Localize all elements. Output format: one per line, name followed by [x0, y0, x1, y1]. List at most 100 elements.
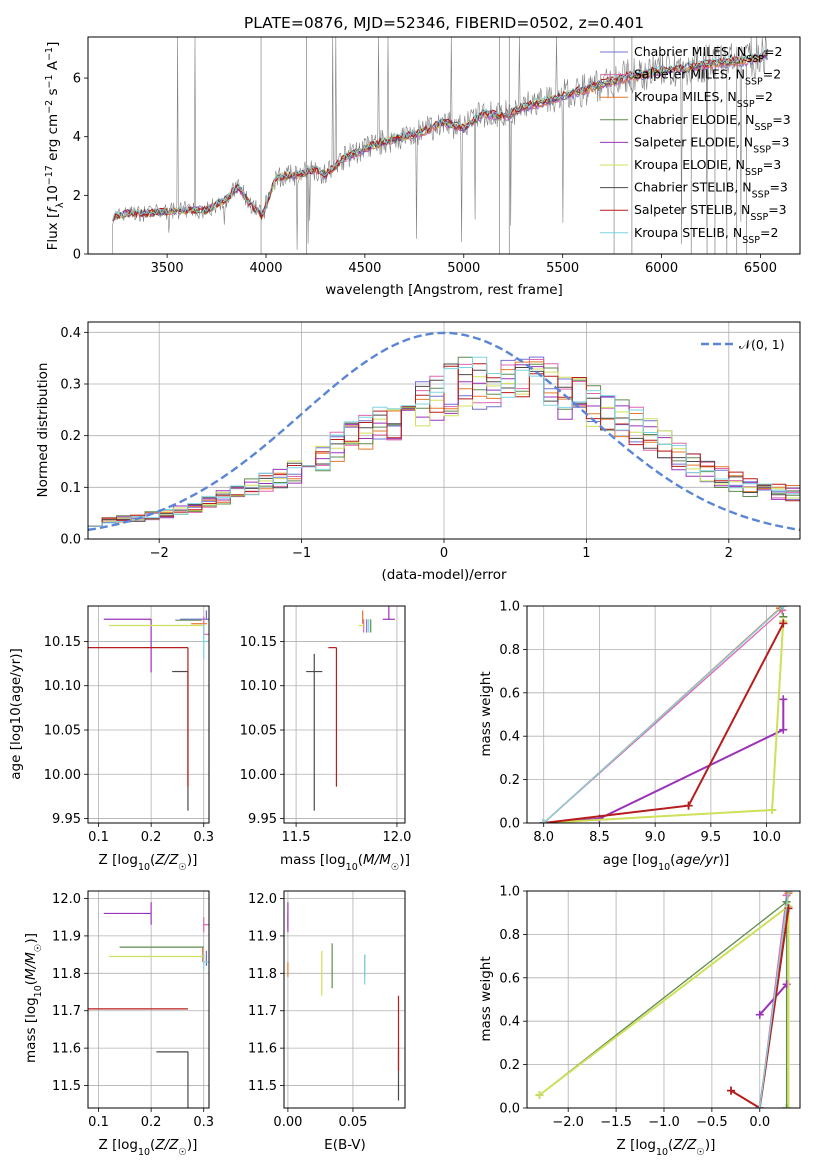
error-bar-point [103, 902, 152, 925]
legend-label: Kroupa ELODIE, NSSP=3 [634, 157, 781, 178]
weight-series [539, 619, 788, 823]
error-bar-point [172, 670, 189, 811]
y-tick-label: 0.2 [60, 429, 81, 444]
axes-frame [87, 36, 801, 255]
spectrum-model-line [112, 50, 769, 221]
x-axis-label: Z [log10(Z/Z☉)] [99, 1137, 198, 1158]
y-tick-label: 11.5 [248, 1079, 277, 1094]
weight-marker [779, 695, 788, 704]
legend-label: Chabrier ELODIE, NSSP=3 [634, 112, 791, 133]
y-tick-label: 11.8 [52, 967, 81, 982]
weight-series [539, 606, 788, 823]
mass-vs-Z-axes: 0.1 0.2 0.3 11.5 11.6 11.7 11.8 11.9 12.0 [52, 890, 214, 1130]
weight-vs-age-axes: 8.0 8.5 9.0 9.5 10.0 0.0 0.2 0.4 0.6 0.8 1.0 [499, 600, 801, 845]
x-axis-label: (data-model)/error [381, 567, 507, 583]
spectrum-model-line [112, 48, 769, 221]
residuals-plot [88, 331, 800, 532]
error-bar-point [382, 606, 395, 620]
error-bar-point [88, 647, 189, 787]
y-tick-label: 0.0 [60, 533, 81, 548]
weight-marker [755, 1104, 764, 1108]
x-tick-label: 0 [440, 546, 448, 561]
residual-histogram [88, 356, 800, 527]
weight-series [755, 891, 793, 1108]
y-tick-label: 10.05 [44, 724, 81, 739]
weight-series [535, 897, 791, 1108]
x-tick-label: −1.0 [648, 1115, 680, 1130]
y-axis-label: mass [log10(M/M☉)] [23, 933, 44, 1063]
y-tick-label: 10.10 [240, 679, 277, 694]
y-tick-label: 9.95 [248, 812, 277, 827]
y-tick-label: 11.8 [248, 967, 277, 982]
x-tick-label: 10.0 [752, 830, 781, 845]
weight-marker [755, 1010, 764, 1019]
x-tick-label: 0.0 [749, 1115, 770, 1130]
y-tick-label: 12.0 [52, 892, 81, 907]
error-bar-point [203, 623, 209, 660]
spectrum-axes: 3500 4000 4500 5000 5500 6000 6500 0 2 4 6 [73, 36, 801, 276]
axes-frame [87, 605, 210, 824]
axes-frame [87, 890, 210, 1109]
x-tick-label: 8.5 [589, 830, 610, 845]
x-axis-label: Z [log10(Z/Z☉)] [617, 1137, 716, 1158]
y-tick-label: 11.9 [248, 929, 277, 944]
weight-series [539, 619, 788, 823]
x-tick-label: 6500 [744, 261, 777, 276]
error-bar-point [103, 618, 152, 673]
error-bar-point [203, 917, 209, 933]
y-tick-label: 2 [73, 189, 81, 204]
legend-label: Chabrier MILES, NSSP=2 [634, 44, 782, 65]
y-tick-label: 0.0 [499, 817, 520, 832]
weight-line [759, 891, 790, 1108]
error-bar-point [306, 653, 323, 811]
x-tick-label: 0.05 [338, 1115, 367, 1130]
y-tick-label: 10.00 [44, 768, 81, 783]
legend-label: Salpeter STELIB, NSSP=3 [634, 202, 787, 223]
y-tick-label: 0.4 [499, 1015, 520, 1030]
y-tick-label: 10.10 [44, 679, 81, 694]
mass-vs-EBV-axes: 0.00 0.05 11.5 11.6 11.7 11.8 11.9 12.0 [248, 890, 406, 1130]
legend-label: Kroupa MILES, NSSP=2 [634, 89, 773, 110]
y-axis-label: mass weight [478, 956, 494, 1041]
x-tick-label: −2 [150, 546, 169, 561]
x-tick-label: 0.00 [273, 1115, 302, 1130]
y-tick-label: 0.2 [499, 1058, 520, 1073]
x-tick-label: 4000 [249, 261, 282, 276]
error-bar-point [328, 647, 338, 787]
y-tick-label: 0.3 [60, 378, 81, 393]
y-tick-label: 10.15 [44, 635, 81, 650]
residuals-axes: −2 −1 0 1 2 0.0 0.1 0.2 0.3 0.4 [60, 321, 801, 561]
x-axis-label: E(B-V) [324, 1137, 366, 1153]
axes-frame [87, 321, 801, 540]
y-tick-label: 0.4 [60, 326, 81, 341]
weight-line [730, 908, 790, 1108]
weight-line [543, 606, 784, 823]
y-axis-label: Flux [fλ10−17 erg cm−2 s−1 A−1] [44, 42, 66, 251]
x-tick-label: 0.1 [88, 1115, 109, 1130]
weight-line [543, 623, 784, 823]
weight-marker [779, 606, 788, 610]
weight-marker [782, 1104, 791, 1108]
x-tick-label: 12.0 [382, 830, 411, 845]
y-tick-label: 9.95 [52, 812, 81, 827]
y-tick-label: 10.15 [240, 635, 277, 650]
x-tick-label: 9.5 [701, 830, 722, 845]
y-tick-label: 11.9 [52, 929, 81, 944]
y-tick-label: 11.5 [52, 1079, 81, 1094]
y-tick-label: 10.00 [240, 768, 277, 783]
x-tick-label: 3500 [151, 261, 184, 276]
y-axis-label: Normed distribution [35, 363, 51, 498]
x-tick-label: 0.2 [141, 1115, 162, 1130]
y-tick-label: 10.05 [240, 724, 277, 739]
spectrum-plot [112, 37, 769, 254]
y-tick-label: 4 [73, 130, 81, 145]
x-axis-label: mass [log10(M/M☉)] [280, 852, 410, 873]
weight-line [543, 699, 785, 823]
weight-line [539, 900, 788, 1108]
y-tick-label: 11.6 [248, 1042, 277, 1057]
residual-legend: 𝒩(0, 1) [701, 337, 785, 352]
axes-frame [283, 605, 406, 824]
weight-line [543, 622, 785, 823]
y-tick-label: 0.6 [499, 686, 520, 701]
y-tick-label: 0.2 [499, 773, 520, 788]
